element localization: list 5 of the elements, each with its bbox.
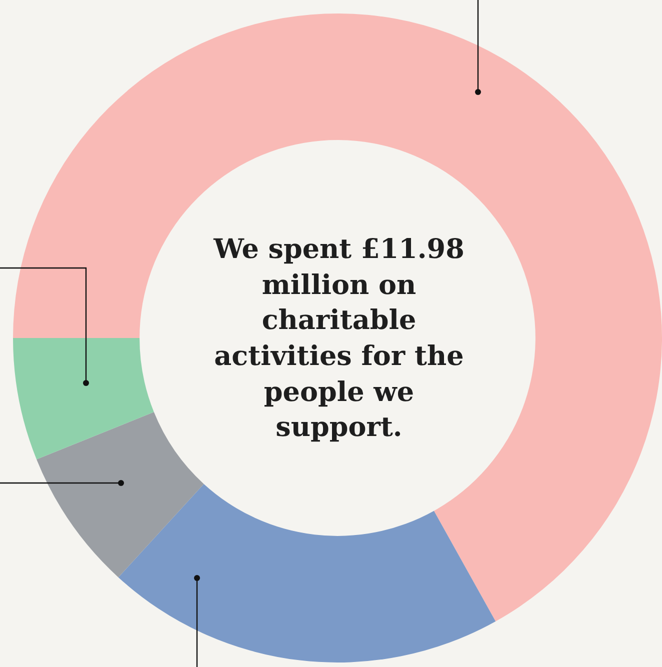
donut-slice [13,14,662,622]
text: We spent £11.98 million on charitable activities for the people we support. [212,233,466,446]
donut-slice [36,412,204,578]
donut-slice [118,484,496,662]
donut-slice [13,338,154,460]
